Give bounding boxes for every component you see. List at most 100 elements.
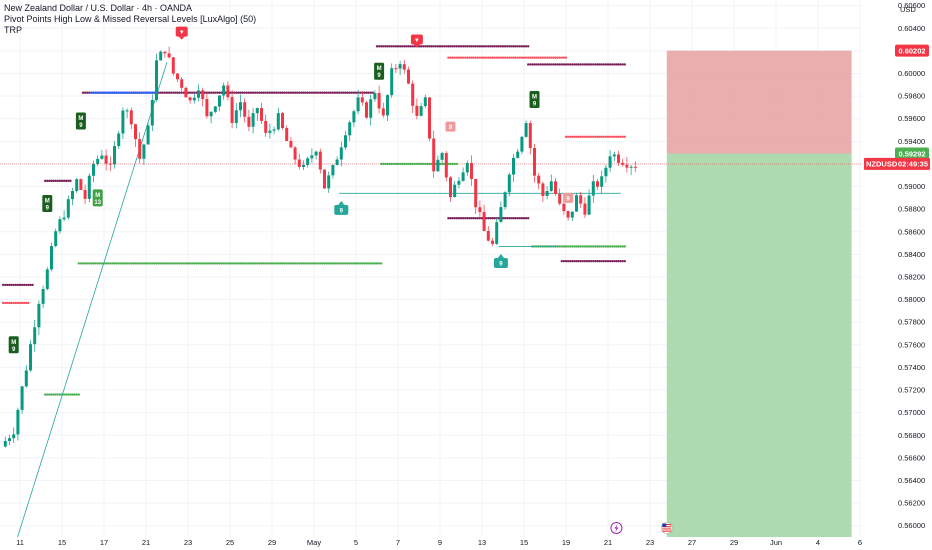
candle — [470, 155, 473, 186]
pivot-high-level-dot — [516, 45, 519, 48]
pivot-high-level-dot — [608, 63, 612, 66]
candle — [554, 178, 557, 196]
pivot-high-level-dot — [86, 91, 89, 94]
candle-body — [457, 180, 461, 185]
pivot-high-level-dot — [277, 91, 280, 94]
candle — [146, 123, 150, 145]
candlestick-series — [3, 46, 637, 448]
missed-high-level-dot — [608, 135, 612, 138]
candle-body — [440, 153, 444, 160]
candle — [239, 94, 242, 118]
pivot-low-level-dot — [266, 262, 269, 265]
pivot-low-level-dot — [390, 162, 393, 166]
marker-box — [175, 26, 188, 37]
lightning-icon[interactable] — [610, 522, 623, 534]
candle — [142, 143, 146, 166]
pivot-low-level — [77, 262, 383, 265]
pivot-high-level-dot — [520, 45, 524, 48]
pivot-low-level-dot — [335, 262, 339, 265]
position-zones[interactable] — [0, 50, 862, 538]
pivot-low-level — [44, 393, 81, 396]
stop-loss-zone[interactable] — [666, 50, 852, 154]
candle-body — [213, 106, 217, 112]
pivot-high-level-dot — [617, 259, 620, 263]
missed-high-level-dot — [594, 135, 597, 138]
candle — [100, 149, 104, 160]
candle-body — [24, 370, 28, 387]
pivot-high-level-dot — [172, 91, 175, 94]
candle-body — [545, 190, 549, 196]
candle-body — [297, 159, 301, 167]
pivot-low-level-dot — [92, 262, 95, 265]
pivot-high-level-dot — [487, 216, 490, 220]
candle-body — [512, 157, 515, 175]
candle — [134, 123, 137, 147]
pivot-low-level-dot — [237, 262, 240, 265]
candle-body — [125, 110, 129, 112]
candle — [12, 427, 16, 443]
indicator-title[interactable]: Pivot Points High Low & Missed Reversal … — [4, 14, 257, 24]
pivot-high-level-dot — [451, 216, 454, 220]
pivot-low-level-dot — [275, 262, 278, 265]
candle — [302, 160, 305, 171]
candle — [520, 135, 524, 155]
td-count-marker: M9 — [374, 62, 385, 80]
pivot-high-level-dot — [487, 45, 490, 48]
take-profit-zone[interactable] — [666, 153, 852, 538]
pivot-high-level-dot — [489, 45, 492, 48]
candle — [129, 107, 133, 129]
pivot-high-level-dot — [346, 91, 349, 94]
pivot-low-level-dot — [293, 262, 297, 265]
candle-body — [394, 68, 398, 70]
chart-legend: New Zealand Dollar / U.S. Dollar · 4h · … — [4, 3, 256, 36]
candle — [222, 82, 226, 100]
pivot-low-level-dot — [86, 262, 89, 265]
pivot-high-level-dot — [623, 63, 626, 66]
candle — [512, 153, 515, 183]
pivot-low-level-dot — [600, 245, 603, 248]
time-tick-label: 9 — [438, 538, 442, 547]
pivot-low-level-dot — [119, 262, 123, 265]
candle — [171, 56, 175, 76]
pivot-high-level-dot — [170, 91, 173, 94]
candle-body — [234, 110, 238, 123]
pivot-high-level-dot — [579, 63, 582, 66]
pivot-low-level-dot — [608, 245, 612, 248]
pivot-low-level-dot — [239, 262, 242, 265]
trend-line[interactable] — [15, 62, 168, 543]
missed-high-level-dot — [598, 135, 601, 138]
pivot-high-level-dot — [587, 259, 591, 263]
pivot-high-level-dot — [83, 91, 87, 94]
countdown-text: 02:49:35 — [898, 160, 928, 169]
candle — [234, 103, 238, 129]
missed-high-level — [564, 135, 626, 138]
time-axis[interactable]: 11 15 17 21 23 25 29 May 5 7 9 13 15 19 21 23 27 29 Jun 4 6 — [0, 522, 862, 550]
pivot-low-level-dot — [585, 245, 589, 248]
td-label: 13 — [94, 200, 101, 206]
candle-body — [268, 130, 272, 133]
candle — [583, 197, 587, 219]
currency-label[interactable]: USD — [900, 5, 916, 14]
pivot-high-level-dot — [321, 91, 324, 94]
candle-body — [549, 181, 553, 191]
pivot-low-level-dot — [312, 262, 316, 265]
symbol-title[interactable]: New Zealand Dollar / U.S. Dollar · 4h · … — [4, 3, 193, 13]
pivot-high-level-dot — [552, 63, 555, 66]
pivot-high-level-dot — [499, 45, 503, 48]
blue-level-dot — [121, 91, 125, 94]
us-flag-icon[interactable] — [660, 522, 673, 534]
pivot-high-level-dot — [468, 216, 471, 220]
pivot-low-level-dot — [62, 393, 66, 396]
trend-lines[interactable] — [15, 62, 621, 543]
pivot-high-level-dot — [543, 63, 547, 66]
missed-high-level-dot — [489, 56, 492, 59]
pivot-high-level-dot — [449, 45, 452, 48]
pivot-high-level — [375, 45, 530, 48]
candle-body — [138, 139, 142, 159]
candle-body — [83, 189, 87, 199]
pivot-low-level-dot — [100, 262, 104, 265]
missed-high-level-dot — [487, 56, 490, 59]
price-axis[interactable]: USD0.606000.604000.602000.600000.598000.… — [862, 0, 932, 550]
candle — [495, 217, 499, 245]
